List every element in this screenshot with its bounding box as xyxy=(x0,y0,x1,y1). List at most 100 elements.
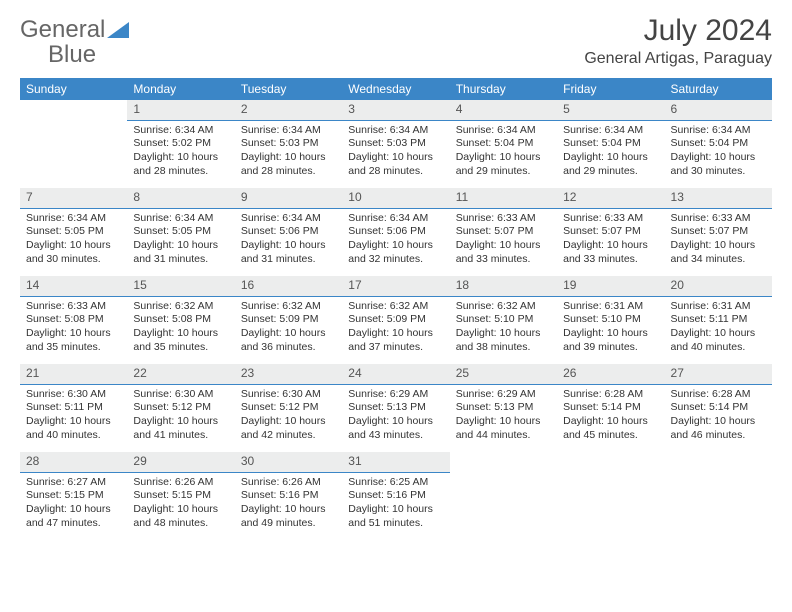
daylight-text: and 40 minutes. xyxy=(671,341,766,355)
daylight-text: and 28 minutes. xyxy=(348,165,443,179)
day-body: Sunrise: 6:33 AMSunset: 5:07 PMDaylight:… xyxy=(557,209,664,270)
calendar-day-cell: 27Sunrise: 6:28 AMSunset: 5:14 PMDayligh… xyxy=(665,364,772,452)
daylight-text: Daylight: 10 hours xyxy=(456,415,551,429)
sunrise-text: Sunrise: 6:26 AM xyxy=(133,476,228,490)
daylight-text: Daylight: 10 hours xyxy=(241,239,336,253)
sunset-text: Sunset: 5:16 PM xyxy=(348,489,443,503)
sunset-text: Sunset: 5:15 PM xyxy=(133,489,228,503)
sunset-text: Sunset: 5:12 PM xyxy=(241,401,336,415)
sunrise-text: Sunrise: 6:34 AM xyxy=(133,212,228,226)
sunrise-text: Sunrise: 6:34 AM xyxy=(26,212,121,226)
sunset-text: Sunset: 5:05 PM xyxy=(133,225,228,239)
calendar-day-cell xyxy=(665,452,772,540)
daylight-text: Daylight: 10 hours xyxy=(26,239,121,253)
sunrise-text: Sunrise: 6:33 AM xyxy=(563,212,658,226)
calendar-day-cell: 31 Sunrise: 6:25 AMSunset: 5:16 PMDayligh… xyxy=(342,452,449,540)
daylight-text: and 44 minutes. xyxy=(456,429,551,443)
sunset-text: Sunset: 5:07 PM xyxy=(671,225,766,239)
sunset-text: Sunset: 5:04 PM xyxy=(456,137,551,151)
calendar-day-cell xyxy=(20,100,127,188)
calendar-day-cell: 16Sunrise: 6:32 AMSunset: 5:09 PMDayligh… xyxy=(235,276,342,364)
title-block: July 2024 General Artigas, Paraguay xyxy=(584,14,772,68)
daylight-text: Daylight: 10 hours xyxy=(241,415,336,429)
calendar-day-cell: 28Sunrise: 6:27 AMSunset: 5:15 PMDayligh… xyxy=(20,452,127,540)
calendar-day-cell: 5Sunrise: 6:34 AMSunset: 5:04 PMDaylight… xyxy=(557,100,664,188)
day-body: Sunrise: 6:29 AMSunset: 5:13 PMDaylight:… xyxy=(342,385,449,446)
daylight-text: and 47 minutes. xyxy=(26,517,121,531)
daylight-text: and 32 minutes. xyxy=(348,253,443,267)
daylight-text: and 39 minutes. xyxy=(563,341,658,355)
day-number: 31 xyxy=(342,452,449,473)
calendar-day-cell: 7Sunrise: 6:34 AMSunset: 5:05 PMDaylight… xyxy=(20,188,127,276)
sunrise-text: Sunrise: 6:25 AM xyxy=(348,476,443,490)
daylight-text: and 34 minutes. xyxy=(671,253,766,267)
calendar-day-cell: 20Sunrise: 6:31 AMSunset: 5:11 PMDayligh… xyxy=(665,276,772,364)
day-body: Sunrise: 6:32 AMSunset: 5:08 PMDaylight:… xyxy=(127,297,234,358)
day-body: Sunrise: 6:32 AMSunset: 5:09 PMDaylight:… xyxy=(235,297,342,358)
daylight-text: Daylight: 10 hours xyxy=(26,415,121,429)
daylight-text: and 33 minutes. xyxy=(456,253,551,267)
calendar-day-cell: 21Sunrise: 6:30 AMSunset: 5:11 PMDayligh… xyxy=(20,364,127,452)
calendar-day-cell: 12Sunrise: 6:33 AMSunset: 5:07 PMDayligh… xyxy=(557,188,664,276)
day-body: Sunrise: 6:34 AMSunset: 5:03 PMDaylight:… xyxy=(342,121,449,182)
calendar-day-cell: 24Sunrise: 6:29 AMSunset: 5:13 PMDayligh… xyxy=(342,364,449,452)
daylight-text: Daylight: 10 hours xyxy=(671,239,766,253)
daylight-text: Daylight: 10 hours xyxy=(348,239,443,253)
daylight-text: Daylight: 10 hours xyxy=(348,503,443,517)
daylight-text: and 42 minutes. xyxy=(241,429,336,443)
calendar-day-cell: 4Sunrise: 6:34 AMSunset: 5:04 PMDaylight… xyxy=(450,100,557,188)
sunrise-text: Sunrise: 6:34 AM xyxy=(133,124,228,138)
sunrise-text: Sunrise: 6:32 AM xyxy=(241,300,336,314)
day-body: Sunrise: 6:34 AMSunset: 5:04 PMDaylight:… xyxy=(557,121,664,182)
day-number: 13 xyxy=(665,188,772,209)
sunset-text: Sunset: 5:07 PM xyxy=(563,225,658,239)
daylight-text: and 30 minutes. xyxy=(671,165,766,179)
day-body: Sunrise: 6:32 AMSunset: 5:09 PMDaylight:… xyxy=(342,297,449,358)
calendar-week-row: 7Sunrise: 6:34 AMSunset: 5:05 PMDaylight… xyxy=(20,188,772,276)
sunrise-text: Sunrise: 6:32 AM xyxy=(456,300,551,314)
day-number: 18 xyxy=(450,276,557,297)
calendar-day-cell: 1Sunrise: 6:34 AMSunset: 5:02 PMDaylight… xyxy=(127,100,234,188)
day-number: 16 xyxy=(235,276,342,297)
sunrise-text: Sunrise: 6:31 AM xyxy=(671,300,766,314)
day-number: 23 xyxy=(235,364,342,385)
daylight-text: and 36 minutes. xyxy=(241,341,336,355)
sunrise-text: Sunrise: 6:34 AM xyxy=(241,124,336,138)
daylight-text: and 33 minutes. xyxy=(563,253,658,267)
calendar-day-cell: 2Sunrise: 6:34 AMSunset: 5:03 PMDaylight… xyxy=(235,100,342,188)
sunset-text: Sunset: 5:06 PM xyxy=(241,225,336,239)
calendar-day-cell: 25Sunrise: 6:29 AMSunset: 5:13 PMDayligh… xyxy=(450,364,557,452)
calendar-day-cell: 6Sunrise: 6:34 AMSunset: 5:04 PMDaylight… xyxy=(665,100,772,188)
day-body: Sunrise: 6:31 AMSunset: 5:10 PMDaylight:… xyxy=(557,297,664,358)
daylight-text: Daylight: 10 hours xyxy=(241,327,336,341)
day-body: Sunrise: 6:34 AMSunset: 5:06 PMDaylight:… xyxy=(235,209,342,270)
calendar-day-cell: 14Sunrise: 6:33 AMSunset: 5:08 PMDayligh… xyxy=(20,276,127,364)
daylight-text: Daylight: 10 hours xyxy=(563,151,658,165)
weekday-header: Friday xyxy=(557,78,664,100)
sunrise-text: Sunrise: 6:34 AM xyxy=(563,124,658,138)
brand-logo: General Blue xyxy=(20,14,129,67)
calendar-week-row: 21Sunrise: 6:30 AMSunset: 5:11 PMDayligh… xyxy=(20,364,772,452)
calendar-day-cell: 8Sunrise: 6:34 AMSunset: 5:05 PMDaylight… xyxy=(127,188,234,276)
day-body: Sunrise: 6:30 AMSunset: 5:12 PMDaylight:… xyxy=(235,385,342,446)
daylight-text: and 35 minutes. xyxy=(26,341,121,355)
day-body: Sunrise: 6:34 AMSunset: 5:05 PMDaylight:… xyxy=(127,209,234,270)
sunrise-text: Sunrise: 6:30 AM xyxy=(241,388,336,402)
logo-triangle-icon xyxy=(107,22,129,43)
calendar-day-cell: 19Sunrise: 6:31 AMSunset: 5:10 PMDayligh… xyxy=(557,276,664,364)
daylight-text: Daylight: 10 hours xyxy=(133,327,228,341)
daylight-text: Daylight: 10 hours xyxy=(456,239,551,253)
daylight-text: and 43 minutes. xyxy=(348,429,443,443)
daylight-text: Daylight: 10 hours xyxy=(671,151,766,165)
sunrise-text: Sunrise: 6:34 AM xyxy=(456,124,551,138)
daylight-text: Daylight: 10 hours xyxy=(456,151,551,165)
calendar-table: SundayMondayTuesdayWednesdayThursdayFrid… xyxy=(20,78,772,540)
daylight-text: Daylight: 10 hours xyxy=(456,327,551,341)
day-body: Sunrise: 6:28 AMSunset: 5:14 PMDaylight:… xyxy=(557,385,664,446)
day-number: 10 xyxy=(342,188,449,209)
day-number: 30 xyxy=(235,452,342,473)
sunrise-text: Sunrise: 6:32 AM xyxy=(348,300,443,314)
day-body: Sunrise: 6:29 AMSunset: 5:13 PMDaylight:… xyxy=(450,385,557,446)
daylight-text: Daylight: 10 hours xyxy=(563,415,658,429)
day-body: Sunrise: 6:26 AMSunset: 5:15 PMDaylight:… xyxy=(127,473,234,534)
